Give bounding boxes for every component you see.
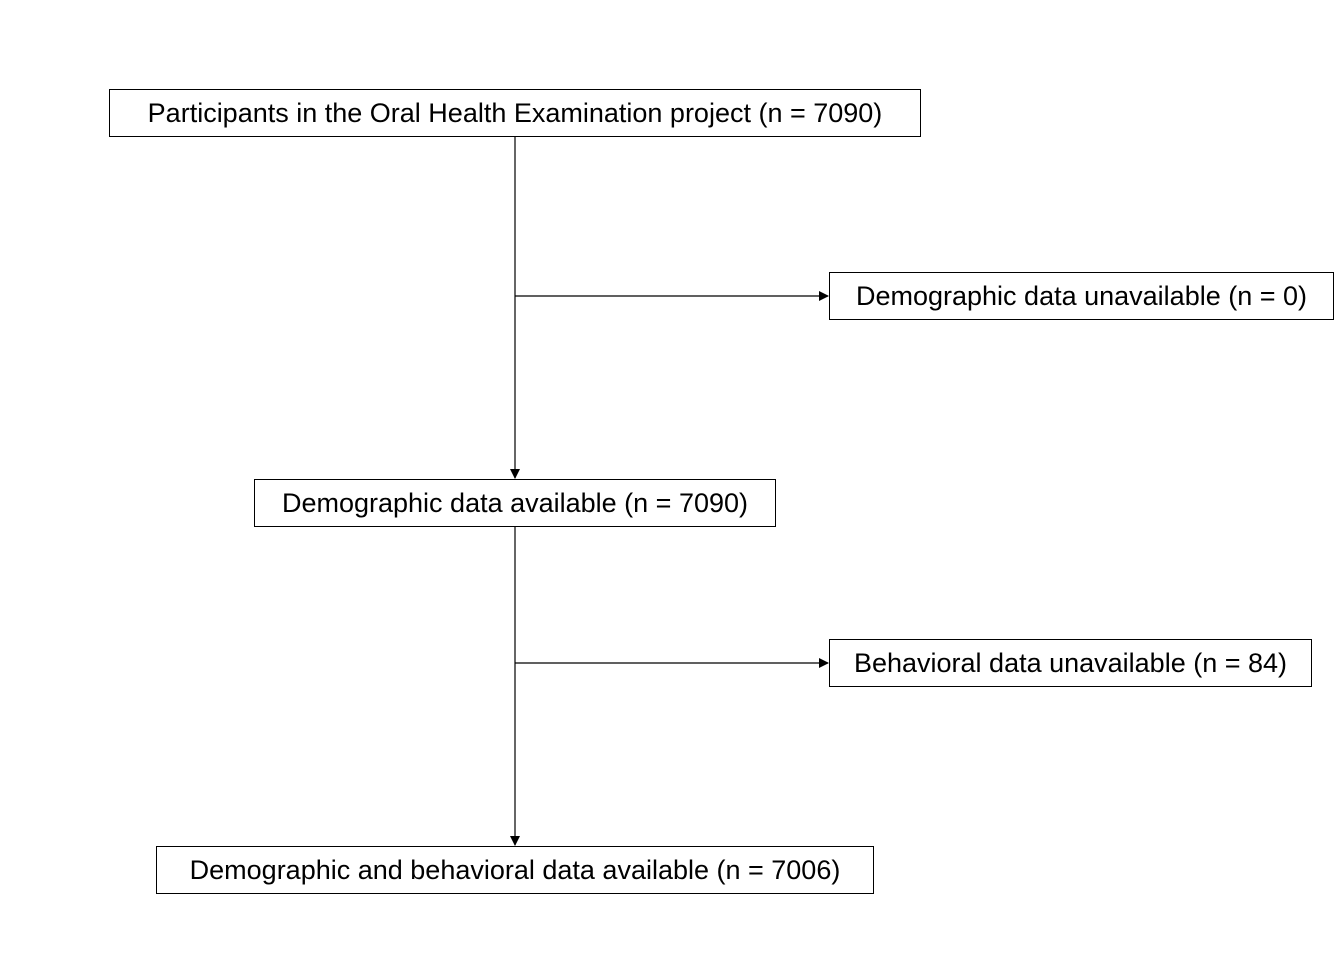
final-sample-box: Demographic and behavioral data availabl… [156, 846, 874, 894]
behavioral-unavailable-box: Behavioral data unavailable (n = 84) [829, 639, 1312, 687]
participants-label: Participants in the Oral Health Examinat… [147, 97, 883, 128]
demographic-unavailable-box: Demographic data unavailable (n = 0) [829, 272, 1334, 320]
demographic-available-label: Demographic data available (n = 7090) [281, 487, 749, 518]
participants-box: Participants in the Oral Health Examinat… [109, 89, 921, 137]
demographic-available-box: Demographic data available (n = 7090) [254, 479, 776, 527]
final-sample-label: Demographic and behavioral data availabl… [189, 854, 841, 885]
behavioral-unavailable-label: Behavioral data unavailable (n = 84) [853, 647, 1288, 678]
demographic-unavailable-label: Demographic data unavailable (n = 0) [855, 280, 1308, 311]
